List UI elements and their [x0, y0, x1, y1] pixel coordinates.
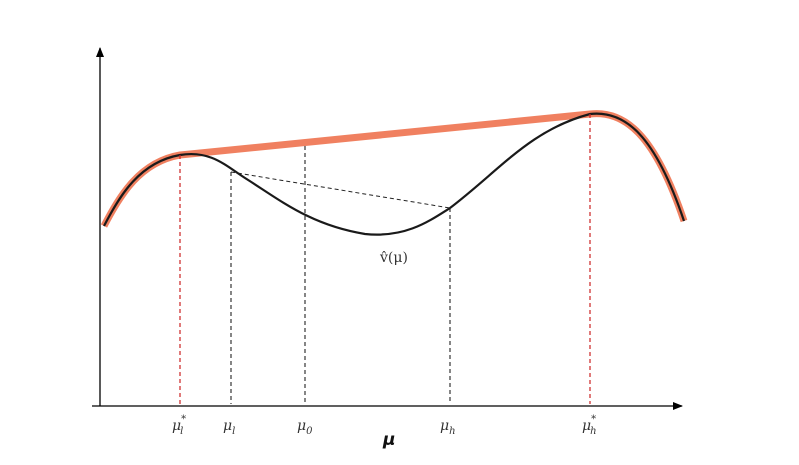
- value-function-curve: [103, 112, 686, 236]
- tick-label-mu-h: μh: [440, 418, 456, 437]
- x-axis-title: μ: [382, 430, 396, 450]
- tick-label-mu-l: μl: [223, 418, 235, 437]
- curve-label: v̂(μ): [379, 250, 408, 266]
- tick-label-mu-h-star: μ* h: [582, 414, 597, 437]
- chord-line: [230, 171, 451, 209]
- tick-label-mu-l-star: μ* l: [172, 414, 186, 437]
- concave-envelope-curve: [100, 110, 688, 228]
- tick-label-mu-0: μ0: [297, 418, 313, 437]
